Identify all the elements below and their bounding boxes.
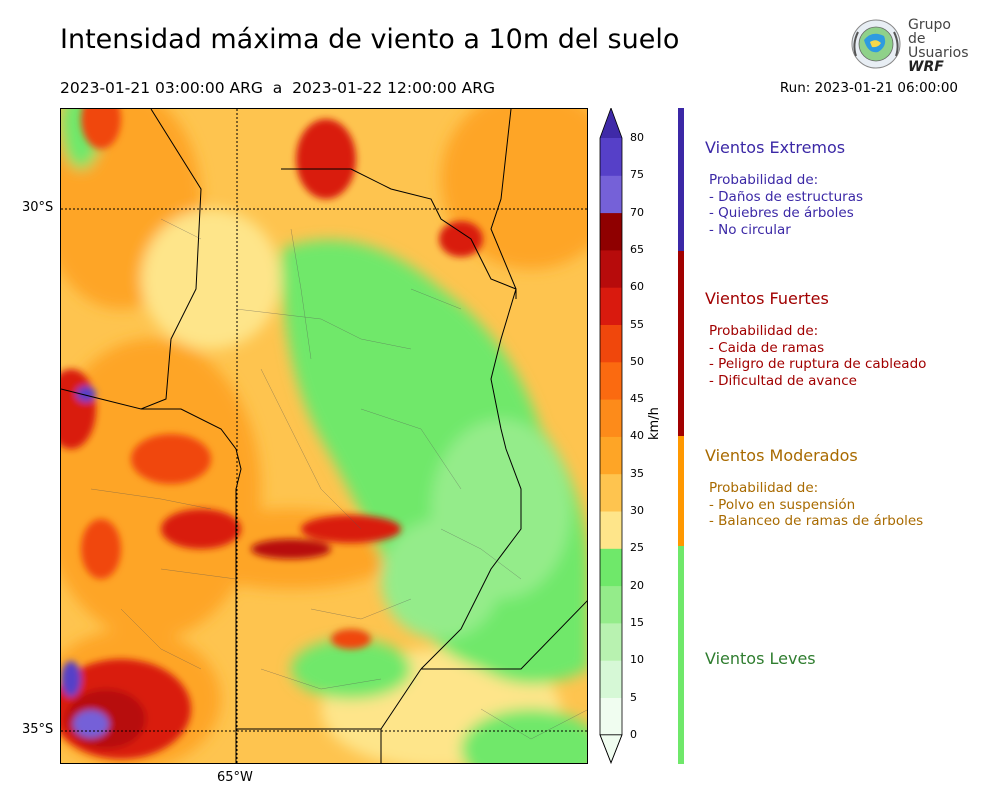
category-line: - Balanceo de ramas de árboles <box>709 513 924 529</box>
category-title-strong: Vientos Fuertes <box>705 289 829 308</box>
wind-field-svg <box>61 109 587 763</box>
colorbar-outline <box>599 108 623 764</box>
colorbar-tick-label: 30 <box>630 504 644 517</box>
map-title: Intensidad máxima de viento a 10m del su… <box>60 24 680 55</box>
colorbar-tick-label: 0 <box>630 727 637 741</box>
category-bar-moderate <box>678 436 684 546</box>
globe-logo-icon <box>851 19 901 69</box>
wrf-logo: Grupo de Usuarios WRF <box>848 16 970 74</box>
colorbar-cell <box>600 548 622 587</box>
logo-line-1: Grupo de <box>908 17 951 47</box>
category-title-moderate: Vientos Moderados <box>705 446 858 465</box>
colorbar-cell <box>600 660 622 698</box>
colorbar-cell <box>600 622 622 661</box>
colorbar-tick-label: 60 <box>630 280 644 294</box>
run-timestamp: Run: 2023-01-21 06:00:00 <box>779 80 958 96</box>
lat-label-35s: 35°S <box>22 722 54 737</box>
category-title-extreme: Vientos Extremos <box>705 138 846 157</box>
colorbar-cell <box>600 138 622 176</box>
colorbar-cell <box>600 399 622 437</box>
colorbar-cell <box>600 249 622 288</box>
category-line: - Dificultad de avance <box>709 372 857 389</box>
category-line: Probabilidad de: <box>709 480 819 496</box>
colorbar-tick-label: 45 <box>630 392 644 406</box>
category-line: Probabilidad de: <box>709 172 819 188</box>
colorbar-tick-label: 15 <box>630 615 644 629</box>
category-line: - No circular <box>709 221 791 238</box>
logo-text: Grupo de Usuarios WRF <box>908 18 970 74</box>
colorbar-tick-label: 10 <box>630 653 644 667</box>
wind-map <box>60 108 588 764</box>
colorbar-tick-label: 55 <box>630 317 644 331</box>
category-title-light: Vientos Leves <box>705 649 816 668</box>
colorbar-cell <box>600 473 622 512</box>
colorbar-tick-label: 25 <box>630 541 644 555</box>
category-text-moderate: Probabilidad de: - Polvo en suspensión -… <box>709 480 923 530</box>
colorbar-extend-bottom <box>599 734 623 764</box>
colorbar-cell <box>600 511 622 549</box>
category-line: - Daños de estructuras <box>709 188 864 205</box>
colorbar-tick-label: 35 <box>630 466 644 480</box>
category-bar-extreme <box>678 108 684 251</box>
colorbar-tick-label: 70 <box>630 205 644 219</box>
category-line: - Caida de ramas <box>709 339 825 356</box>
colorbar-unit-label: km/h <box>647 407 662 440</box>
colorbar-tick-label: 40 <box>630 429 644 443</box>
colorbar-cell <box>600 361 622 400</box>
category-line: - Polvo en suspensión <box>709 496 856 513</box>
category-line: - Quiebres de árboles <box>709 205 854 221</box>
colorbar-tick-label: 20 <box>630 578 644 592</box>
category-bar-light <box>678 546 684 764</box>
lat-label-30s: 30°S <box>22 200 54 215</box>
colorbar-cells <box>599 108 623 764</box>
colorbar-cell <box>600 697 622 736</box>
category-bar-strong <box>678 251 684 436</box>
colorbar-cell <box>600 585 622 624</box>
colorbar-tick-label: 5 <box>630 690 637 704</box>
colorbar <box>599 108 623 764</box>
colorbar-tick-label: 65 <box>630 242 644 256</box>
colorbar-cell <box>600 175 622 214</box>
lon-label-65w: 65°W <box>217 770 253 785</box>
colorbar-cell <box>600 324 622 363</box>
colorbar-tick-label: 80 <box>630 131 644 144</box>
colorbar-extend-top <box>600 108 622 138</box>
colorbar-tick-label: 50 <box>630 354 644 368</box>
category-line: Probabilidad de: <box>709 323 819 339</box>
logo-line-3: WRF <box>908 59 944 75</box>
colorbar-cell <box>600 436 622 475</box>
colorbar-tick-label: 75 <box>630 168 644 182</box>
category-text-extreme: Probabilidad de: - Daños de estructuras … <box>709 172 863 238</box>
colorbar-cell <box>600 287 622 325</box>
category-text-strong: Probabilidad de: - Caida de ramas - Peli… <box>709 323 926 389</box>
category-line: - Peligro de ruptura de cableado <box>709 356 927 372</box>
colorbar-cell <box>600 212 622 251</box>
forecast-period: 2023-01-21 03:00:00 ARG a 2023-01-22 12:… <box>60 79 496 97</box>
logo-line-2: Usuarios <box>908 45 969 61</box>
